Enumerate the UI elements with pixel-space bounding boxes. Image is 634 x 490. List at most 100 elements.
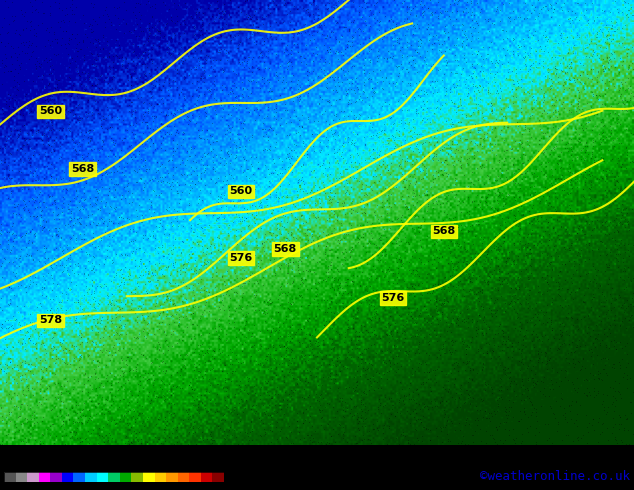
Point [37, 222, 48, 230]
Point [146, 55, 156, 63]
Point [140, 156, 150, 164]
Point [113, 378, 123, 386]
Point [458, 187, 469, 195]
Point [139, 332, 149, 340]
Point [21, 288, 31, 296]
Point [202, 126, 212, 134]
Point [93, 195, 103, 203]
Point [578, 297, 588, 305]
Point [465, 400, 475, 408]
Point [241, 317, 251, 325]
Point [468, 394, 478, 402]
Point [72, 424, 82, 432]
Point [294, 97, 304, 105]
Point [57, 355, 67, 363]
Point [313, 5, 323, 13]
Point [94, 346, 105, 354]
Point [268, 0, 278, 5]
Point [439, 158, 450, 166]
Point [148, 231, 158, 239]
Point [27, 411, 37, 419]
Point [82, 148, 93, 156]
Point [3, 67, 13, 75]
Point [392, 38, 402, 46]
Point [553, 271, 563, 279]
Point [368, 178, 378, 186]
Point [422, 232, 432, 240]
Point [430, 77, 441, 85]
Point [455, 385, 465, 392]
Point [384, 16, 394, 24]
Point [617, 61, 627, 69]
Point [130, 113, 140, 121]
Point [200, 404, 210, 412]
Point [557, 186, 567, 194]
Point [0, 109, 8, 117]
Point [339, 413, 349, 420]
Point [548, 385, 558, 393]
Point [515, 170, 526, 178]
Point [490, 309, 500, 317]
Point [0, 441, 6, 448]
Point [409, 213, 419, 221]
Point [178, 72, 188, 80]
Point [462, 260, 472, 268]
Point [349, 174, 359, 182]
Point [382, 375, 392, 383]
Point [333, 236, 344, 244]
Point [486, 57, 496, 65]
Point [458, 7, 469, 15]
Point [31, 129, 41, 137]
Point [225, 88, 235, 96]
Point [581, 146, 591, 154]
Point [138, 215, 148, 223]
Point [288, 254, 299, 262]
Point [6, 246, 16, 254]
Point [56, 233, 66, 241]
Point [529, 404, 539, 412]
Point [518, 53, 528, 61]
Point [50, 381, 60, 389]
Point [194, 265, 204, 273]
Point [52, 38, 62, 46]
Point [453, 440, 463, 447]
Point [378, 370, 389, 378]
Point [578, 68, 588, 76]
Point [220, 435, 230, 442]
Point [92, 357, 102, 365]
Point [117, 356, 127, 364]
Point [484, 323, 495, 331]
Point [385, 224, 395, 232]
Point [89, 343, 100, 351]
Point [541, 278, 552, 286]
Point [223, 229, 233, 237]
Point [167, 417, 177, 425]
Point [67, 234, 77, 242]
Point [319, 41, 329, 49]
Point [190, 256, 200, 264]
Point [72, 401, 82, 409]
Point [473, 128, 483, 136]
Bar [62, 472, 74, 482]
Point [546, 134, 556, 142]
Point [599, 403, 609, 411]
Point [509, 260, 519, 268]
Point [493, 286, 503, 294]
Point [196, 223, 206, 231]
Point [53, 227, 63, 235]
Point [478, 67, 488, 74]
Bar [74, 472, 85, 482]
Point [207, 365, 217, 373]
Point [46, 406, 56, 414]
Point [453, 223, 463, 231]
Point [490, 59, 500, 67]
Point [495, 94, 505, 102]
Point [179, 16, 189, 24]
Point [583, 167, 593, 174]
Point [128, 41, 138, 49]
Point [451, 7, 462, 15]
Point [101, 431, 111, 439]
Point [5, 148, 15, 156]
Point [41, 244, 51, 251]
Point [226, 184, 236, 192]
